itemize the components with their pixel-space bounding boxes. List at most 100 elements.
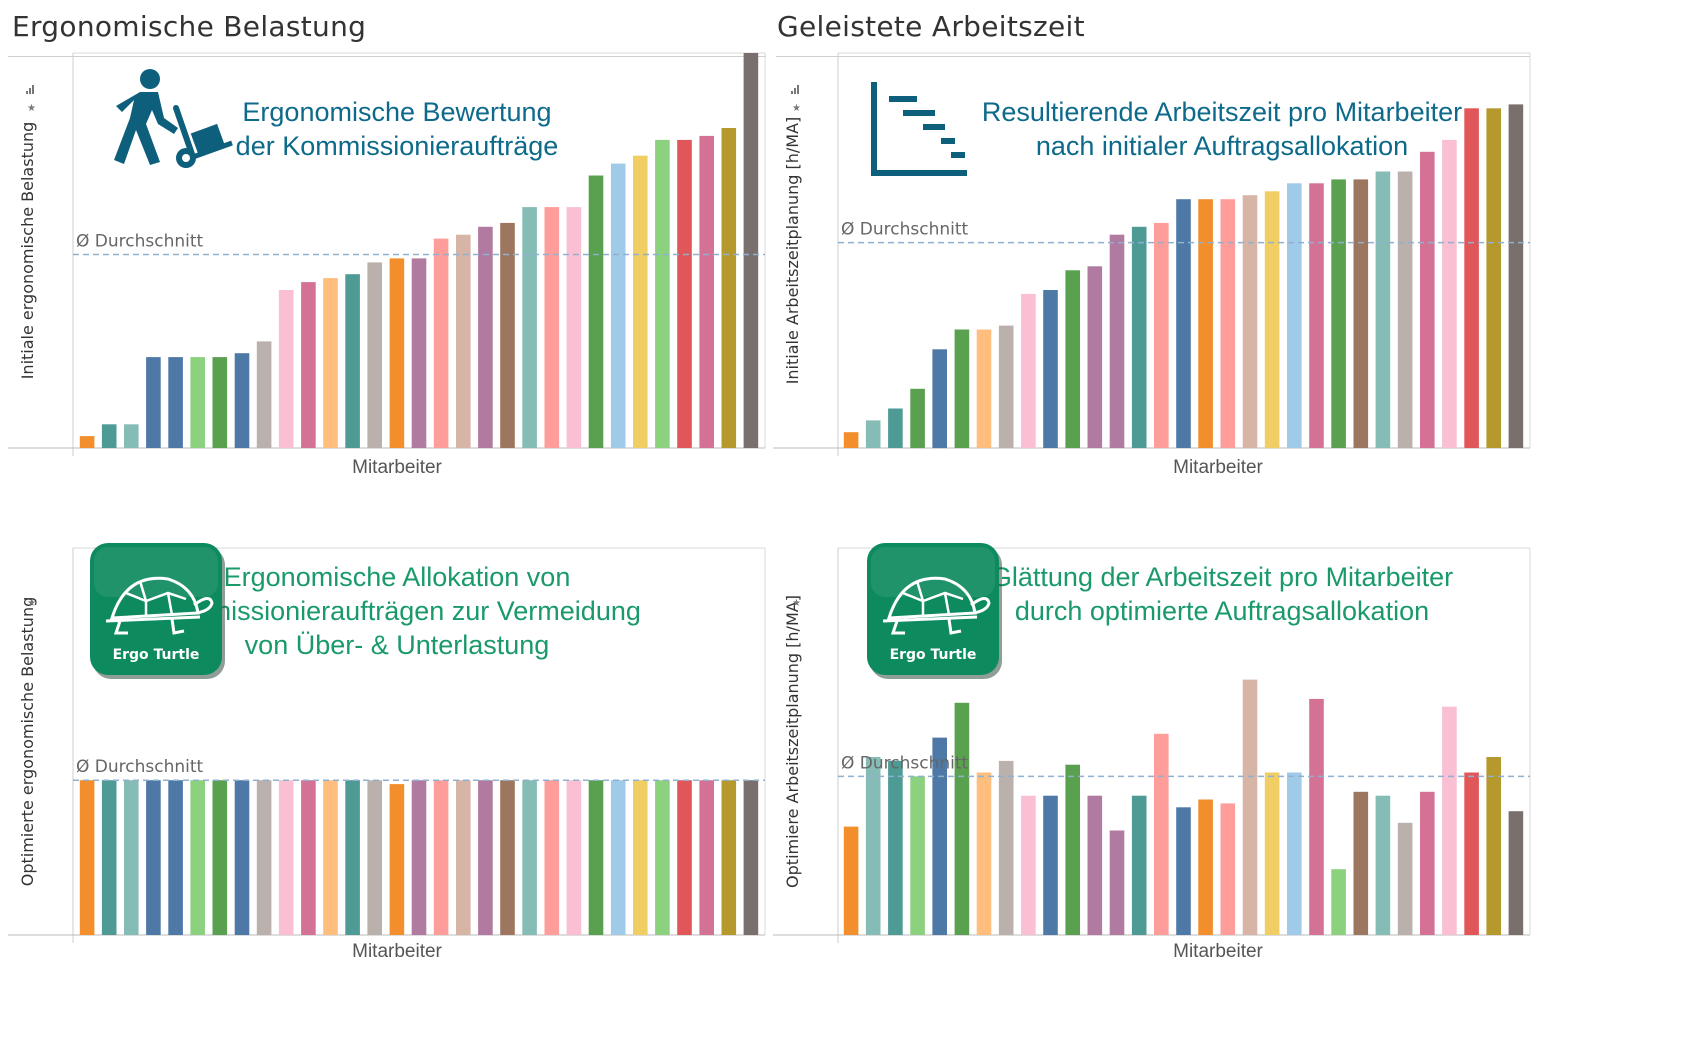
bar-mitarbeiter-26[interactable] <box>633 155 648 448</box>
bar-mitarbeiter-3[interactable] <box>888 408 903 449</box>
bar-mitarbeiter-24[interactable] <box>588 175 604 449</box>
bar-mitarbeiter-12[interactable] <box>1087 795 1103 935</box>
bar-mitarbeiter-15[interactable] <box>1154 222 1169 448</box>
bar-mitarbeiter-20[interactable] <box>500 780 515 935</box>
bar-mitarbeiter-11[interactable] <box>1065 764 1080 935</box>
bar-mitarbeiter-28[interactable] <box>677 780 692 935</box>
bar-mitarbeiter-2[interactable] <box>101 424 117 448</box>
bar-mitarbeiter-29[interactable] <box>699 780 714 935</box>
bar-mitarbeiter-31[interactable] <box>743 780 759 935</box>
bar-mitarbeiter-22[interactable] <box>544 207 560 448</box>
bar-mitarbeiter-16[interactable] <box>1176 199 1191 448</box>
bar-mitarbeiter-25[interactable] <box>1375 171 1391 449</box>
bar-mitarbeiter-12[interactable] <box>323 278 338 448</box>
bar-mitarbeiter-3[interactable] <box>124 780 139 935</box>
bar-mitarbeiter-28[interactable] <box>1442 139 1457 448</box>
bar-mitarbeiter-20[interactable] <box>1264 772 1280 936</box>
bar-mitarbeiter-13[interactable] <box>345 780 360 935</box>
bar-mitarbeiter-25[interactable] <box>1375 795 1391 935</box>
bar-mitarbeiter-16[interactable] <box>411 780 427 935</box>
bar-mitarbeiter-12[interactable] <box>1087 266 1103 448</box>
pin-icon[interactable]: ★ <box>792 103 801 114</box>
bar-mitarbeiter-15[interactable] <box>389 258 405 448</box>
bar-mitarbeiter-1[interactable] <box>843 826 859 935</box>
bar-mitarbeiter-2[interactable] <box>101 780 117 935</box>
bar-mitarbeiter-1[interactable] <box>79 436 95 448</box>
bar-mitarbeiter-30[interactable] <box>1486 757 1501 935</box>
bar-mitarbeiter-29[interactable] <box>1464 108 1479 449</box>
bar-mitarbeiter-31[interactable] <box>743 53 759 448</box>
bar-mitarbeiter-7[interactable] <box>976 329 992 449</box>
bar-mitarbeiter-20[interactable] <box>500 222 515 448</box>
bar-mitarbeiter-6[interactable] <box>190 357 205 448</box>
bar-mitarbeiter-20[interactable] <box>1264 191 1280 449</box>
bar-mitarbeiter-9[interactable] <box>256 341 272 448</box>
bar-mitarbeiter-27[interactable] <box>1420 791 1435 935</box>
bar-mitarbeiter-5[interactable] <box>932 737 947 935</box>
bar-mitarbeiter-22[interactable] <box>544 780 560 935</box>
bar-mitarbeiter-10[interactable] <box>278 780 294 935</box>
pin-icon[interactable]: ★ <box>27 103 36 114</box>
bar-mitarbeiter-17[interactable] <box>1198 799 1213 936</box>
bar-mitarbeiter-16[interactable] <box>1176 807 1191 935</box>
bar-mitarbeiter-31[interactable] <box>1508 811 1524 935</box>
bar-mitarbeiter-22[interactable] <box>1309 698 1324 935</box>
bar-mitarbeiter-30[interactable] <box>1486 108 1501 449</box>
bar-mitarbeiter-5[interactable] <box>168 357 183 448</box>
bar-mitarbeiter-18[interactable] <box>456 234 471 448</box>
bar-mitarbeiter-7[interactable] <box>976 772 992 936</box>
bar-mitarbeiter-6[interactable] <box>954 329 970 449</box>
bar-mitarbeiter-28[interactable] <box>1442 706 1457 935</box>
bar-mitarbeiter-18[interactable] <box>456 780 471 935</box>
bar-mitarbeiter-24[interactable] <box>1353 791 1369 935</box>
bar-mitarbeiter-7[interactable] <box>212 780 228 935</box>
bar-mitarbeiter-23[interactable] <box>566 780 582 935</box>
bar-mitarbeiter-13[interactable] <box>1109 830 1125 936</box>
bar-mitarbeiter-19[interactable] <box>1242 679 1258 935</box>
bar-mitarbeiter-2[interactable] <box>865 757 881 935</box>
bar-mitarbeiter-29[interactable] <box>699 135 714 448</box>
bar-mitarbeiter-27[interactable] <box>655 139 670 448</box>
bar-mitarbeiter-24[interactable] <box>1353 179 1369 448</box>
bar-mitarbeiter-25[interactable] <box>610 163 626 448</box>
bar-mitarbeiter-25[interactable] <box>610 780 626 935</box>
bar-mitarbeiter-19[interactable] <box>1242 195 1258 448</box>
bar-mitarbeiter-4[interactable] <box>146 780 161 935</box>
sort-icon[interactable] <box>26 85 34 94</box>
bar-mitarbeiter-26[interactable] <box>1397 171 1413 449</box>
bar-mitarbeiter-9[interactable] <box>1021 293 1036 448</box>
bar-mitarbeiter-2[interactable] <box>865 420 881 448</box>
bar-mitarbeiter-14[interactable] <box>367 262 382 448</box>
bar-mitarbeiter-10[interactable] <box>1043 290 1058 448</box>
bar-mitarbeiter-5[interactable] <box>168 780 183 935</box>
bar-mitarbeiter-15[interactable] <box>389 784 405 935</box>
bar-mitarbeiter-22[interactable] <box>1309 183 1324 449</box>
bar-mitarbeiter-27[interactable] <box>1420 151 1435 449</box>
bar-mitarbeiter-1[interactable] <box>843 432 859 448</box>
bar-mitarbeiter-11[interactable] <box>1065 270 1080 449</box>
bar-mitarbeiter-21[interactable] <box>1287 772 1302 936</box>
bar-mitarbeiter-19[interactable] <box>478 226 493 448</box>
bar-mitarbeiter-23[interactable] <box>1331 869 1346 935</box>
bar-mitarbeiter-31[interactable] <box>1508 104 1524 449</box>
bar-mitarbeiter-21[interactable] <box>522 780 537 935</box>
bar-mitarbeiter-8[interactable] <box>234 780 250 935</box>
bar-mitarbeiter-29[interactable] <box>1464 772 1479 936</box>
bar-mitarbeiter-3[interactable] <box>124 424 139 448</box>
bar-mitarbeiter-21[interactable] <box>1287 183 1302 449</box>
bar-mitarbeiter-26[interactable] <box>633 780 648 935</box>
bar-mitarbeiter-1[interactable] <box>79 780 95 935</box>
bar-mitarbeiter-4[interactable] <box>910 776 925 935</box>
bar-mitarbeiter-17[interactable] <box>433 238 449 448</box>
bar-mitarbeiter-28[interactable] <box>677 139 692 448</box>
bar-mitarbeiter-14[interactable] <box>1131 795 1147 935</box>
bar-mitarbeiter-4[interactable] <box>910 388 925 449</box>
bar-mitarbeiter-16[interactable] <box>411 258 427 448</box>
bar-mitarbeiter-13[interactable] <box>1109 234 1125 448</box>
bar-mitarbeiter-11[interactable] <box>301 780 316 935</box>
bar-mitarbeiter-14[interactable] <box>367 780 382 935</box>
bar-mitarbeiter-24[interactable] <box>588 780 604 935</box>
bar-mitarbeiter-18[interactable] <box>1220 199 1236 448</box>
pin-icon[interactable]: ★ <box>792 598 801 609</box>
bar-mitarbeiter-10[interactable] <box>1043 795 1058 935</box>
